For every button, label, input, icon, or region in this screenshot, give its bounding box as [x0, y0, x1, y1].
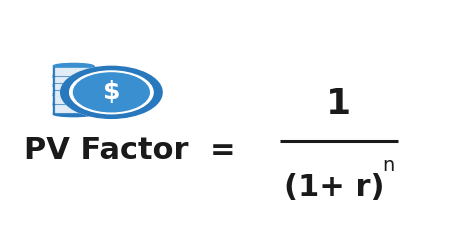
Bar	[55, 93, 92, 94]
Text: PV Factor: PV Factor	[24, 136, 188, 165]
Bar	[55, 86, 92, 87]
Bar	[55, 68, 92, 69]
Bar	[55, 107, 92, 108]
Bar	[55, 109, 92, 110]
Ellipse shape	[53, 63, 94, 69]
Bar	[55, 100, 92, 101]
Ellipse shape	[53, 73, 94, 78]
Circle shape	[73, 73, 149, 112]
Bar	[55, 74, 92, 75]
Bar	[55, 70, 92, 71]
Text: n: n	[383, 156, 395, 175]
Bar	[55, 79, 92, 80]
Ellipse shape	[53, 93, 94, 98]
Text: $: $	[103, 80, 120, 104]
Bar	[55, 84, 92, 85]
Bar	[55, 88, 92, 89]
Circle shape	[71, 72, 152, 113]
Text: =: =	[210, 136, 236, 165]
Circle shape	[61, 66, 162, 118]
Bar	[55, 72, 92, 73]
Bar	[55, 81, 92, 82]
Bar	[55, 98, 92, 99]
Bar	[53, 94, 94, 105]
Ellipse shape	[53, 84, 94, 89]
Bar	[55, 91, 92, 92]
Ellipse shape	[53, 100, 94, 106]
Ellipse shape	[53, 111, 94, 117]
Ellipse shape	[53, 82, 94, 87]
Circle shape	[61, 66, 162, 118]
Bar	[55, 111, 92, 112]
Circle shape	[70, 71, 153, 114]
Bar	[53, 85, 94, 95]
Bar	[53, 75, 94, 86]
Ellipse shape	[53, 102, 94, 107]
Bar	[55, 105, 92, 106]
Bar	[53, 66, 94, 77]
Bar	[55, 95, 92, 96]
Bar	[55, 102, 92, 103]
Ellipse shape	[53, 91, 94, 96]
Text: 1: 1	[326, 87, 352, 122]
Bar	[55, 77, 92, 78]
Bar	[53, 103, 94, 114]
Ellipse shape	[53, 74, 94, 80]
Text: (1+ r): (1+ r)	[284, 173, 384, 202]
Circle shape	[66, 69, 156, 115]
